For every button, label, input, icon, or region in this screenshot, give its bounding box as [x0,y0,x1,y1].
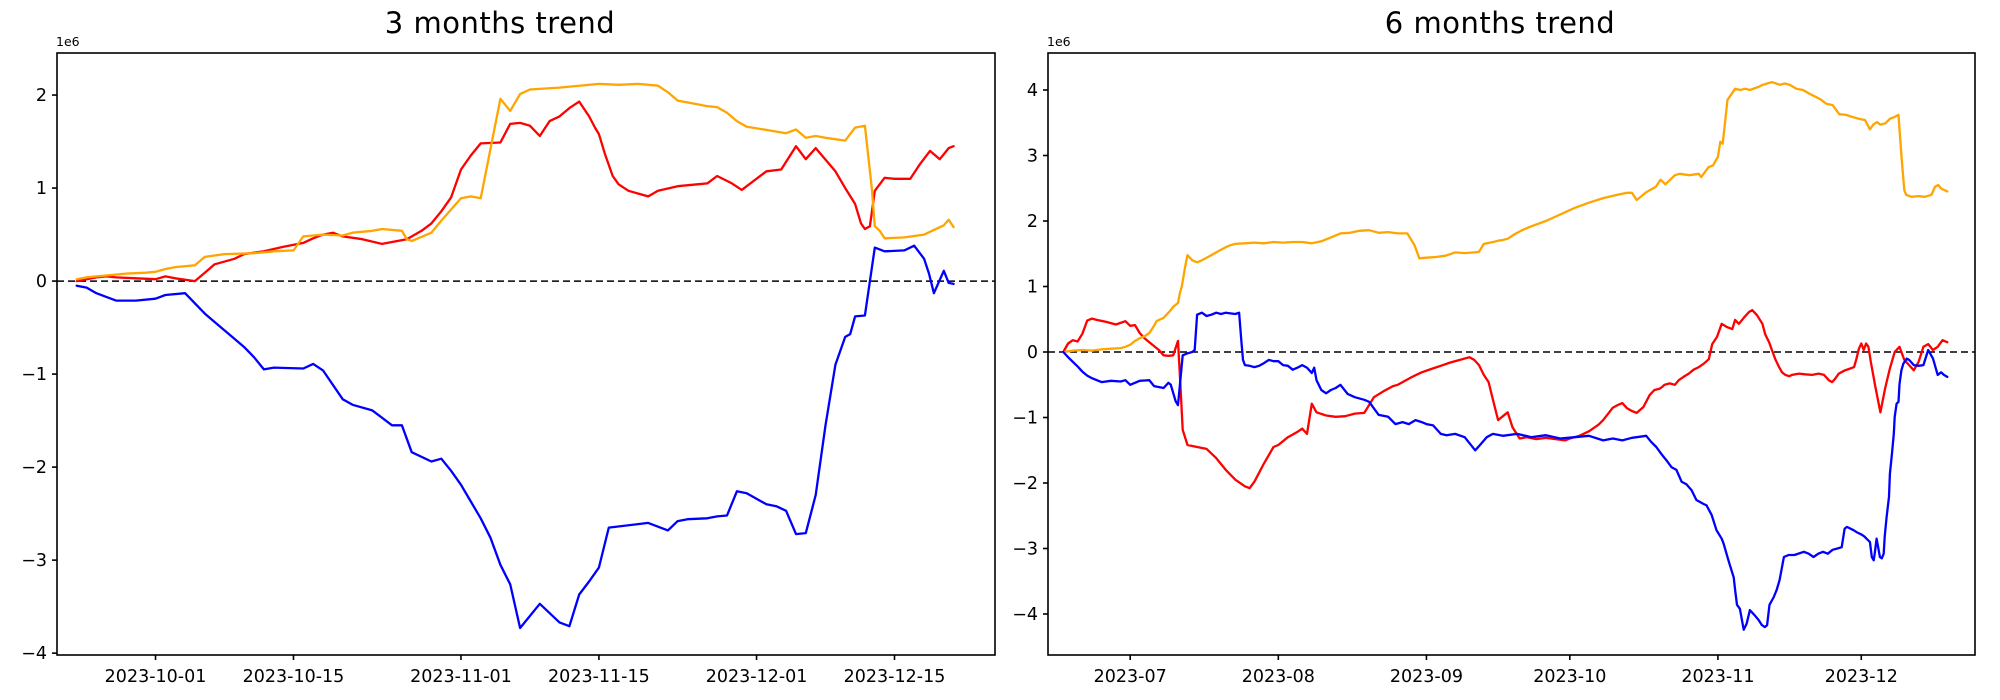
y-axis-offset-label: 1e6 [1047,34,1071,49]
x-tick-label: 2023-10 [1533,667,1606,687]
x-tick-label: 2023-11-01 [410,667,512,687]
y-tick-label: −3 [21,551,47,571]
y-tick-label: 0 [1027,343,1038,363]
x-tick-label: 2023-12-15 [844,667,946,687]
chart-title-3-months: 3 months trend [384,6,616,40]
y-tick-label: 0 [36,272,47,292]
y-tick-label: 1 [36,179,47,199]
y-tick-label: −3 [1012,539,1038,559]
series-line-blue [1062,311,1949,631]
x-tick-label: 2023-07 [1094,667,1167,687]
y-tick-label: −1 [21,365,47,385]
y-tick-label: 3 [1027,147,1038,167]
y-tick-label: −2 [1012,474,1038,494]
x-tick-label: 2023-08 [1242,667,1315,687]
series-line-blue [75,244,955,630]
series-line-orange [1062,80,1949,354]
y-axis-offset-label: 1e6 [56,34,80,49]
series-line-orange [75,82,955,281]
y-tick-label: 1 [1027,278,1038,298]
y-tick-label: −4 [21,644,47,664]
series-line-red [75,100,955,283]
y-tick-label: 2 [36,86,47,106]
x-tick-label: 2023-10-01 [105,667,207,687]
x-tick-label: 2023-09 [1390,667,1463,687]
axes-box [1047,52,1976,656]
six-months-chart: 6 months trend 1e6 4 3 2 1 0 −1 −2 −3 −4 2023-07 2… [1000,0,2000,700]
x-tick-label: 2023-11-15 [548,667,650,687]
x-tick-label: 2023-12-01 [706,667,808,687]
y-tick-label: −2 [21,458,47,478]
three-months-chart-canvas: 2 1 0 −1 −2 −3 −4 2023-10-01 2023-10-15 2023-11-0… [21,52,996,687]
chart-title-6-months: 6 months trend [1384,6,1616,40]
three-months-chart: 3 months trend 1e6 2 1 0 −1 −2 −3 −4 2023-10-01… [21,6,996,687]
axes-box [56,52,996,656]
series-line-red [1062,308,1949,490]
y-tick-label: −4 [1012,605,1038,625]
x-tick-label: 2023-12 [1825,667,1898,687]
y-tick-label: 4 [1027,81,1038,101]
x-tick-label: 2023-10-15 [243,667,345,687]
x-tick-label: 2023-11 [1681,667,1754,687]
six-months-chart-canvas: 4 3 2 1 0 −1 −2 −3 −4 2023-07 2023-08 2023-09 2023-1… [1012,52,1976,687]
y-tick-label: 2 [1027,212,1038,232]
y-tick-label: −1 [1012,409,1038,429]
